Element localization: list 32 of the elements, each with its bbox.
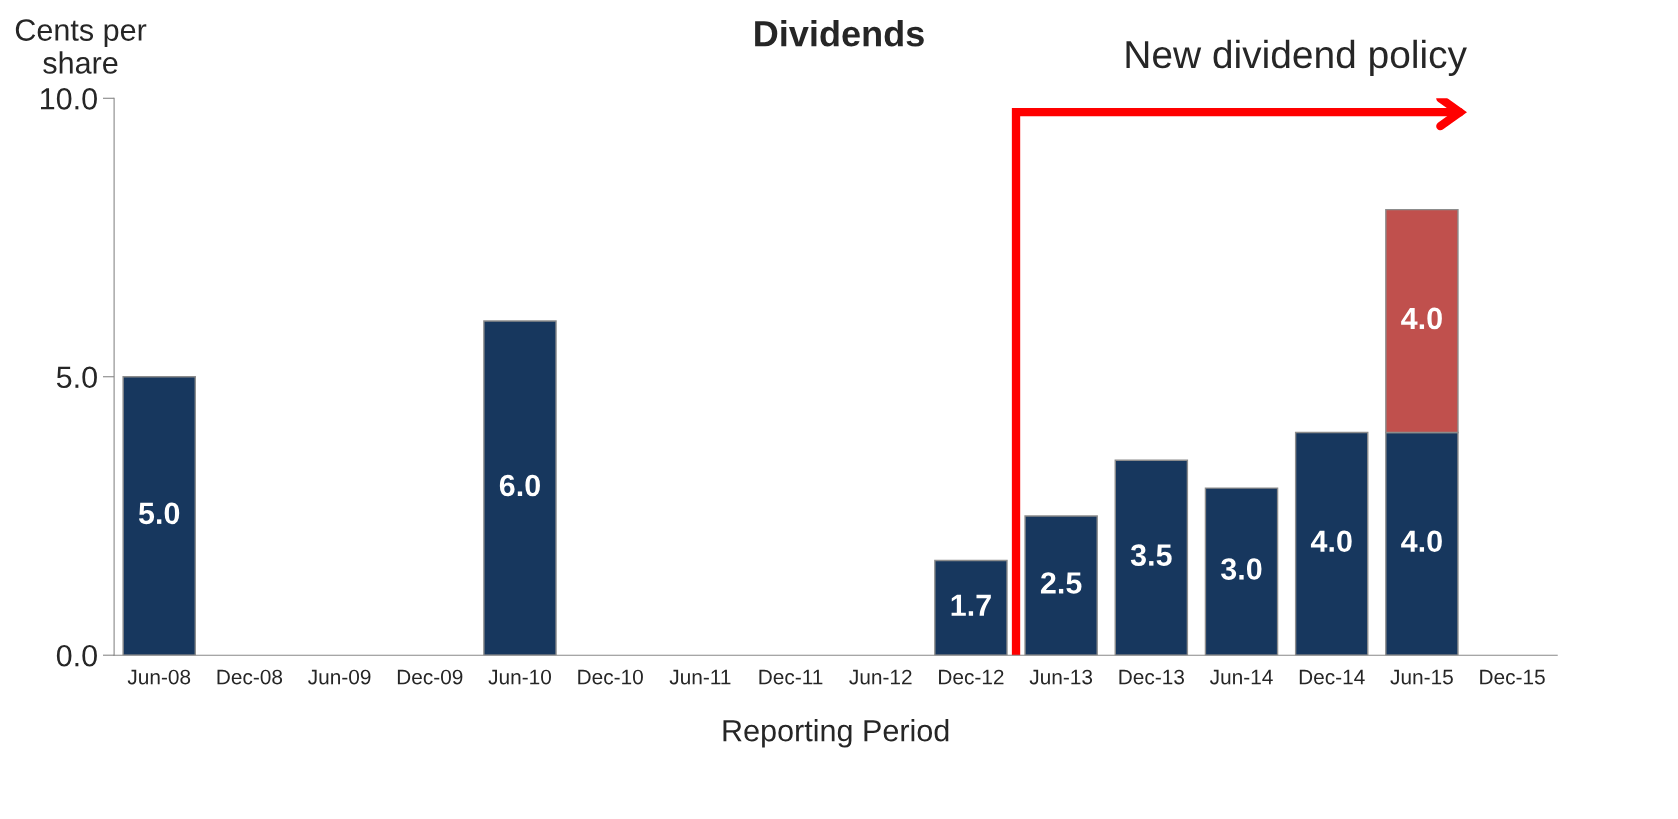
x-tick-label: Dec-10 — [578, 669, 643, 685]
x-tick-label: Dec-11 — [759, 669, 823, 685]
x-tick-label: Jun-14 — [1209, 669, 1273, 685]
x-tick-label: Jun-13 — [1029, 669, 1093, 685]
data-label: 2.5 — [1040, 572, 1082, 594]
y-tick-label: 0.0 — [56, 644, 97, 667]
data-label: 4.0 — [1401, 307, 1442, 330]
x-tick-label: Jun-08 — [127, 669, 191, 685]
data-label: 5.0 — [138, 502, 180, 525]
y-axis-title: Cents per share — [15, 19, 147, 74]
x-tick-label: Dec-13 — [1119, 669, 1184, 685]
x-tick-label: Dec-09 — [397, 669, 463, 685]
x-tick-label: Jun-12 — [849, 669, 912, 685]
data-label: 6.0 — [499, 474, 540, 497]
data-label: 3.5 — [1130, 544, 1172, 566]
x-tick-label: Dec-15 — [1480, 669, 1545, 685]
x-tick-label: Dec-12 — [939, 669, 1004, 685]
x-tick-label: Jun-09 — [308, 669, 371, 685]
x-tick-label: Dec-08 — [217, 669, 283, 685]
x-tick-label: Jun-10 — [488, 669, 552, 685]
y-tick-label: 5.0 — [56, 366, 97, 389]
data-label: 3.0 — [1220, 558, 1262, 580]
x-tick-label: Dec-14 — [1299, 669, 1365, 685]
data-label: 4.0 — [1310, 530, 1352, 553]
y-tick-label: 10.0 — [41, 88, 97, 110]
x-tick-label: Jun-11 — [669, 669, 731, 685]
x-tick-label: Jun-15 — [1390, 669, 1453, 685]
chart-title: Dividends — [755, 20, 924, 47]
x-axis-title: Reporting Period — [723, 719, 949, 748]
data-label: 4.0 — [1401, 530, 1442, 553]
text: New dividend policy — [1126, 39, 1467, 76]
data-label: 1.7 — [951, 594, 991, 616]
